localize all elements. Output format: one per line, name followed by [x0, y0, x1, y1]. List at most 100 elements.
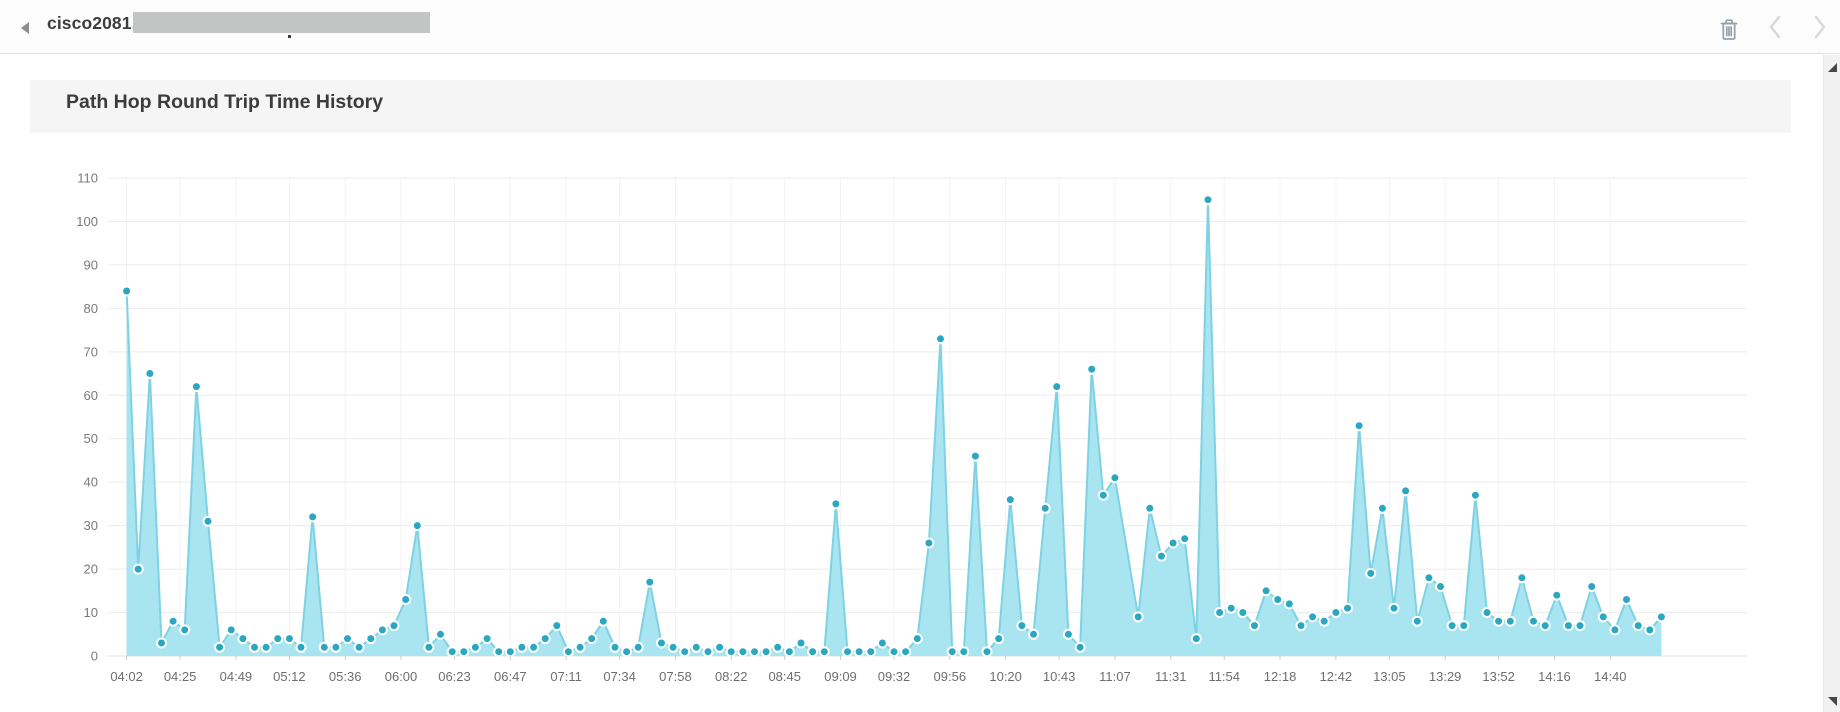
data-point-marker[interactable]	[679, 646, 691, 658]
data-point-marker[interactable]	[307, 511, 319, 523]
data-point-marker[interactable]	[365, 633, 377, 645]
data-point-marker[interactable]	[1132, 611, 1144, 623]
data-point-marker[interactable]	[458, 646, 470, 658]
data-point-marker[interactable]	[1493, 615, 1505, 627]
data-point-marker[interactable]	[260, 641, 272, 653]
data-point-marker[interactable]	[1597, 611, 1609, 623]
data-point-marker[interactable]	[1179, 533, 1191, 545]
data-point-marker[interactable]	[958, 646, 970, 658]
data-point-marker[interactable]	[1586, 581, 1598, 592]
data-point-marker[interactable]	[446, 646, 458, 658]
data-point-marker[interactable]	[504, 646, 516, 658]
data-point-marker[interactable]	[807, 646, 819, 658]
data-point-marker[interactable]	[749, 646, 760, 658]
data-point-marker[interactable]	[1097, 489, 1109, 501]
data-point-marker[interactable]	[1167, 537, 1179, 549]
delete-button[interactable]	[1712, 12, 1746, 46]
data-point-marker[interactable]	[144, 368, 156, 379]
data-point-marker[interactable]	[1214, 607, 1226, 618]
data-point-marker[interactable]	[493, 646, 505, 658]
data-point-marker[interactable]	[1283, 598, 1295, 610]
data-point-marker[interactable]	[353, 641, 365, 653]
data-point-marker[interactable]	[900, 646, 912, 658]
data-point-marker[interactable]	[272, 633, 284, 645]
data-point-marker[interactable]	[772, 641, 784, 653]
data-point-marker[interactable]	[621, 646, 633, 658]
data-point-marker[interactable]	[1039, 502, 1051, 514]
data-point-marker[interactable]	[632, 641, 644, 653]
data-point-marker[interactable]	[714, 641, 726, 653]
data-point-marker[interactable]	[156, 637, 167, 649]
data-point-marker[interactable]	[435, 628, 446, 640]
data-point-marker[interactable]	[1551, 589, 1563, 601]
data-point-marker[interactable]	[411, 520, 423, 532]
back-button[interactable]	[12, 12, 38, 40]
scrollbar-down-arrow[interactable]	[1828, 697, 1837, 706]
data-point-marker[interactable]	[132, 563, 144, 575]
data-point-marker[interactable]	[1516, 572, 1528, 584]
data-point-marker[interactable]	[283, 633, 295, 645]
data-point-marker[interactable]	[1539, 620, 1551, 632]
data-point-marker[interactable]	[1086, 363, 1098, 375]
data-point-marker[interactable]	[1307, 611, 1319, 623]
data-point-marker[interactable]	[423, 641, 435, 653]
data-point-marker[interactable]	[1388, 602, 1400, 614]
data-point-marker[interactable]	[1109, 472, 1121, 484]
data-point-marker[interactable]	[842, 646, 853, 658]
data-point-marker[interactable]	[1295, 620, 1307, 632]
data-point-marker[interactable]	[376, 624, 388, 636]
data-point-marker[interactable]	[574, 641, 586, 653]
next-page-button[interactable]	[1802, 10, 1836, 44]
data-point-marker[interactable]	[225, 624, 237, 636]
data-point-marker[interactable]	[935, 333, 946, 345]
data-point-marker[interactable]	[167, 615, 179, 627]
data-point-marker[interactable]	[562, 646, 574, 658]
data-point-marker[interactable]	[237, 633, 249, 645]
data-point-marker[interactable]	[1621, 594, 1632, 605]
data-point-marker[interactable]	[1155, 550, 1167, 562]
data-point-marker[interactable]	[1004, 494, 1016, 506]
data-point-marker[interactable]	[702, 646, 714, 658]
data-point-marker[interactable]	[656, 637, 667, 649]
data-point-marker[interactable]	[1469, 489, 1481, 501]
data-point-marker[interactable]	[1353, 420, 1365, 432]
data-point-marker[interactable]	[876, 637, 888, 649]
data-point-marker[interactable]	[539, 633, 551, 645]
data-point-marker[interactable]	[1423, 572, 1435, 584]
data-point-marker[interactable]	[1644, 624, 1656, 636]
data-point-marker[interactable]	[1016, 620, 1028, 632]
data-point-marker[interactable]	[1225, 602, 1237, 614]
vertical-scrollbar[interactable]	[1823, 55, 1840, 712]
data-point-marker[interactable]	[783, 646, 795, 658]
data-point-marker[interactable]	[1400, 485, 1412, 497]
data-point-marker[interactable]	[1249, 620, 1260, 632]
data-point-marker[interactable]	[597, 615, 609, 627]
data-point-marker[interactable]	[1318, 615, 1330, 627]
data-point-marker[interactable]	[121, 285, 133, 297]
data-point-marker[interactable]	[190, 381, 202, 393]
data-point-marker[interactable]	[1062, 628, 1074, 640]
rtt-history-chart[interactable]: 0 10 20 30 40 50 60 70 80 90 100 110 04:02 04:25 04:49…	[0, 140, 1800, 700]
data-point-marker[interactable]	[667, 641, 679, 653]
data-point-marker[interactable]	[1365, 567, 1377, 579]
data-point-marker[interactable]	[993, 633, 1005, 645]
data-point-marker[interactable]	[795, 637, 807, 649]
data-point-marker[interactable]	[295, 641, 307, 653]
data-point-marker[interactable]	[214, 641, 226, 653]
data-point-marker[interactable]	[1144, 502, 1156, 514]
data-point-marker[interactable]	[528, 641, 540, 653]
data-point-marker[interactable]	[946, 646, 958, 658]
data-point-marker[interactable]	[1481, 607, 1493, 618]
data-point-marker[interactable]	[330, 641, 342, 653]
data-point-marker[interactable]	[969, 450, 981, 462]
data-point-marker[interactable]	[469, 641, 481, 653]
data-point-marker[interactable]	[1562, 620, 1574, 632]
previous-page-button[interactable]	[1758, 10, 1792, 44]
data-point-marker[interactable]	[853, 646, 865, 658]
scrollbar-up-arrow[interactable]	[1828, 63, 1837, 72]
data-point-marker[interactable]	[202, 515, 214, 527]
data-point-marker[interactable]	[1202, 194, 1214, 206]
data-point-marker[interactable]	[1446, 620, 1458, 632]
data-point-marker[interactable]	[1411, 615, 1423, 627]
data-point-marker[interactable]	[644, 576, 656, 588]
